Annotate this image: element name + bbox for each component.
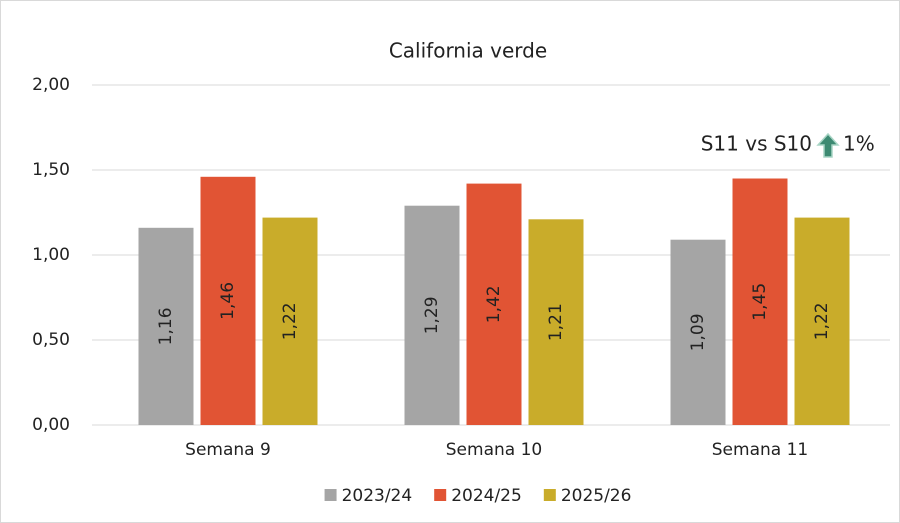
bar [466,183,522,425]
legend-label: 2024/25 [451,486,522,506]
y-tick-label: 1,50 [32,160,70,180]
data-label: 1,09 [688,313,708,351]
bar [528,219,584,425]
chart-title: California verde [389,39,547,63]
y-tick-label: 0,50 [32,330,70,350]
data-label: 1,16 [156,307,176,345]
data-label: 1,22 [812,302,832,340]
legend-swatch [434,489,447,501]
legend-label: 2025/26 [561,486,632,506]
x-tick-label: Semana 11 [712,440,808,460]
legend-label: 2023/24 [342,486,413,506]
annotation-change: 1% [843,132,875,156]
bar [200,176,256,425]
bar [262,217,318,425]
up-arrow-icon [816,132,840,158]
bar [138,227,194,425]
bar [732,178,788,425]
bar [670,239,726,425]
legend-swatch [543,489,556,501]
bar [794,217,850,425]
data-label: 1,45 [750,283,770,321]
y-tick-label: 1,00 [32,245,70,265]
legend-swatch [324,489,337,501]
data-label: 1,22 [280,302,300,340]
x-tick-label: Semana 9 [185,440,271,460]
bar [404,205,460,425]
data-label: 1,29 [422,296,442,334]
annotation-text: S11 vs S10 [701,132,812,156]
y-tick-label: 0,00 [32,415,70,435]
data-label: 1,21 [546,303,566,341]
data-label: 1,42 [484,285,504,323]
data-label: 1,46 [218,282,238,320]
x-tick-label: Semana 10 [446,440,542,460]
y-tick-label: 2,00 [32,75,70,95]
